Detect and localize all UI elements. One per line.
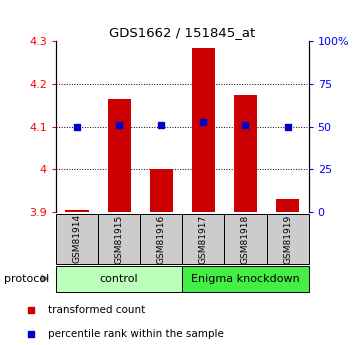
Text: GSM81917: GSM81917 (199, 214, 208, 264)
Bar (266, 214, 309, 264)
Bar (56, 266, 182, 292)
Title: GDS1662 / 151845_at: GDS1662 / 151845_at (109, 26, 256, 39)
Text: protocol: protocol (4, 274, 49, 284)
Bar (140, 214, 182, 264)
Text: percentile rank within the sample: percentile rank within the sample (48, 329, 224, 339)
Bar (225, 214, 266, 264)
Bar (56, 214, 98, 264)
Text: GSM81916: GSM81916 (157, 214, 166, 264)
Bar (182, 214, 225, 264)
Bar (108, 99, 131, 212)
Text: GSM81915: GSM81915 (115, 214, 123, 264)
Bar (98, 214, 140, 264)
Bar (150, 169, 173, 212)
Text: GSM81919: GSM81919 (283, 214, 292, 264)
Text: control: control (100, 274, 138, 284)
Text: GSM81914: GSM81914 (73, 214, 82, 264)
Bar (234, 95, 257, 212)
Bar (182, 266, 309, 292)
Text: Enigma knockdown: Enigma knockdown (191, 274, 300, 284)
Bar (192, 48, 215, 212)
Text: GSM81918: GSM81918 (241, 214, 250, 264)
Text: transformed count: transformed count (48, 305, 145, 315)
Bar (65, 210, 88, 212)
Bar (276, 199, 299, 212)
